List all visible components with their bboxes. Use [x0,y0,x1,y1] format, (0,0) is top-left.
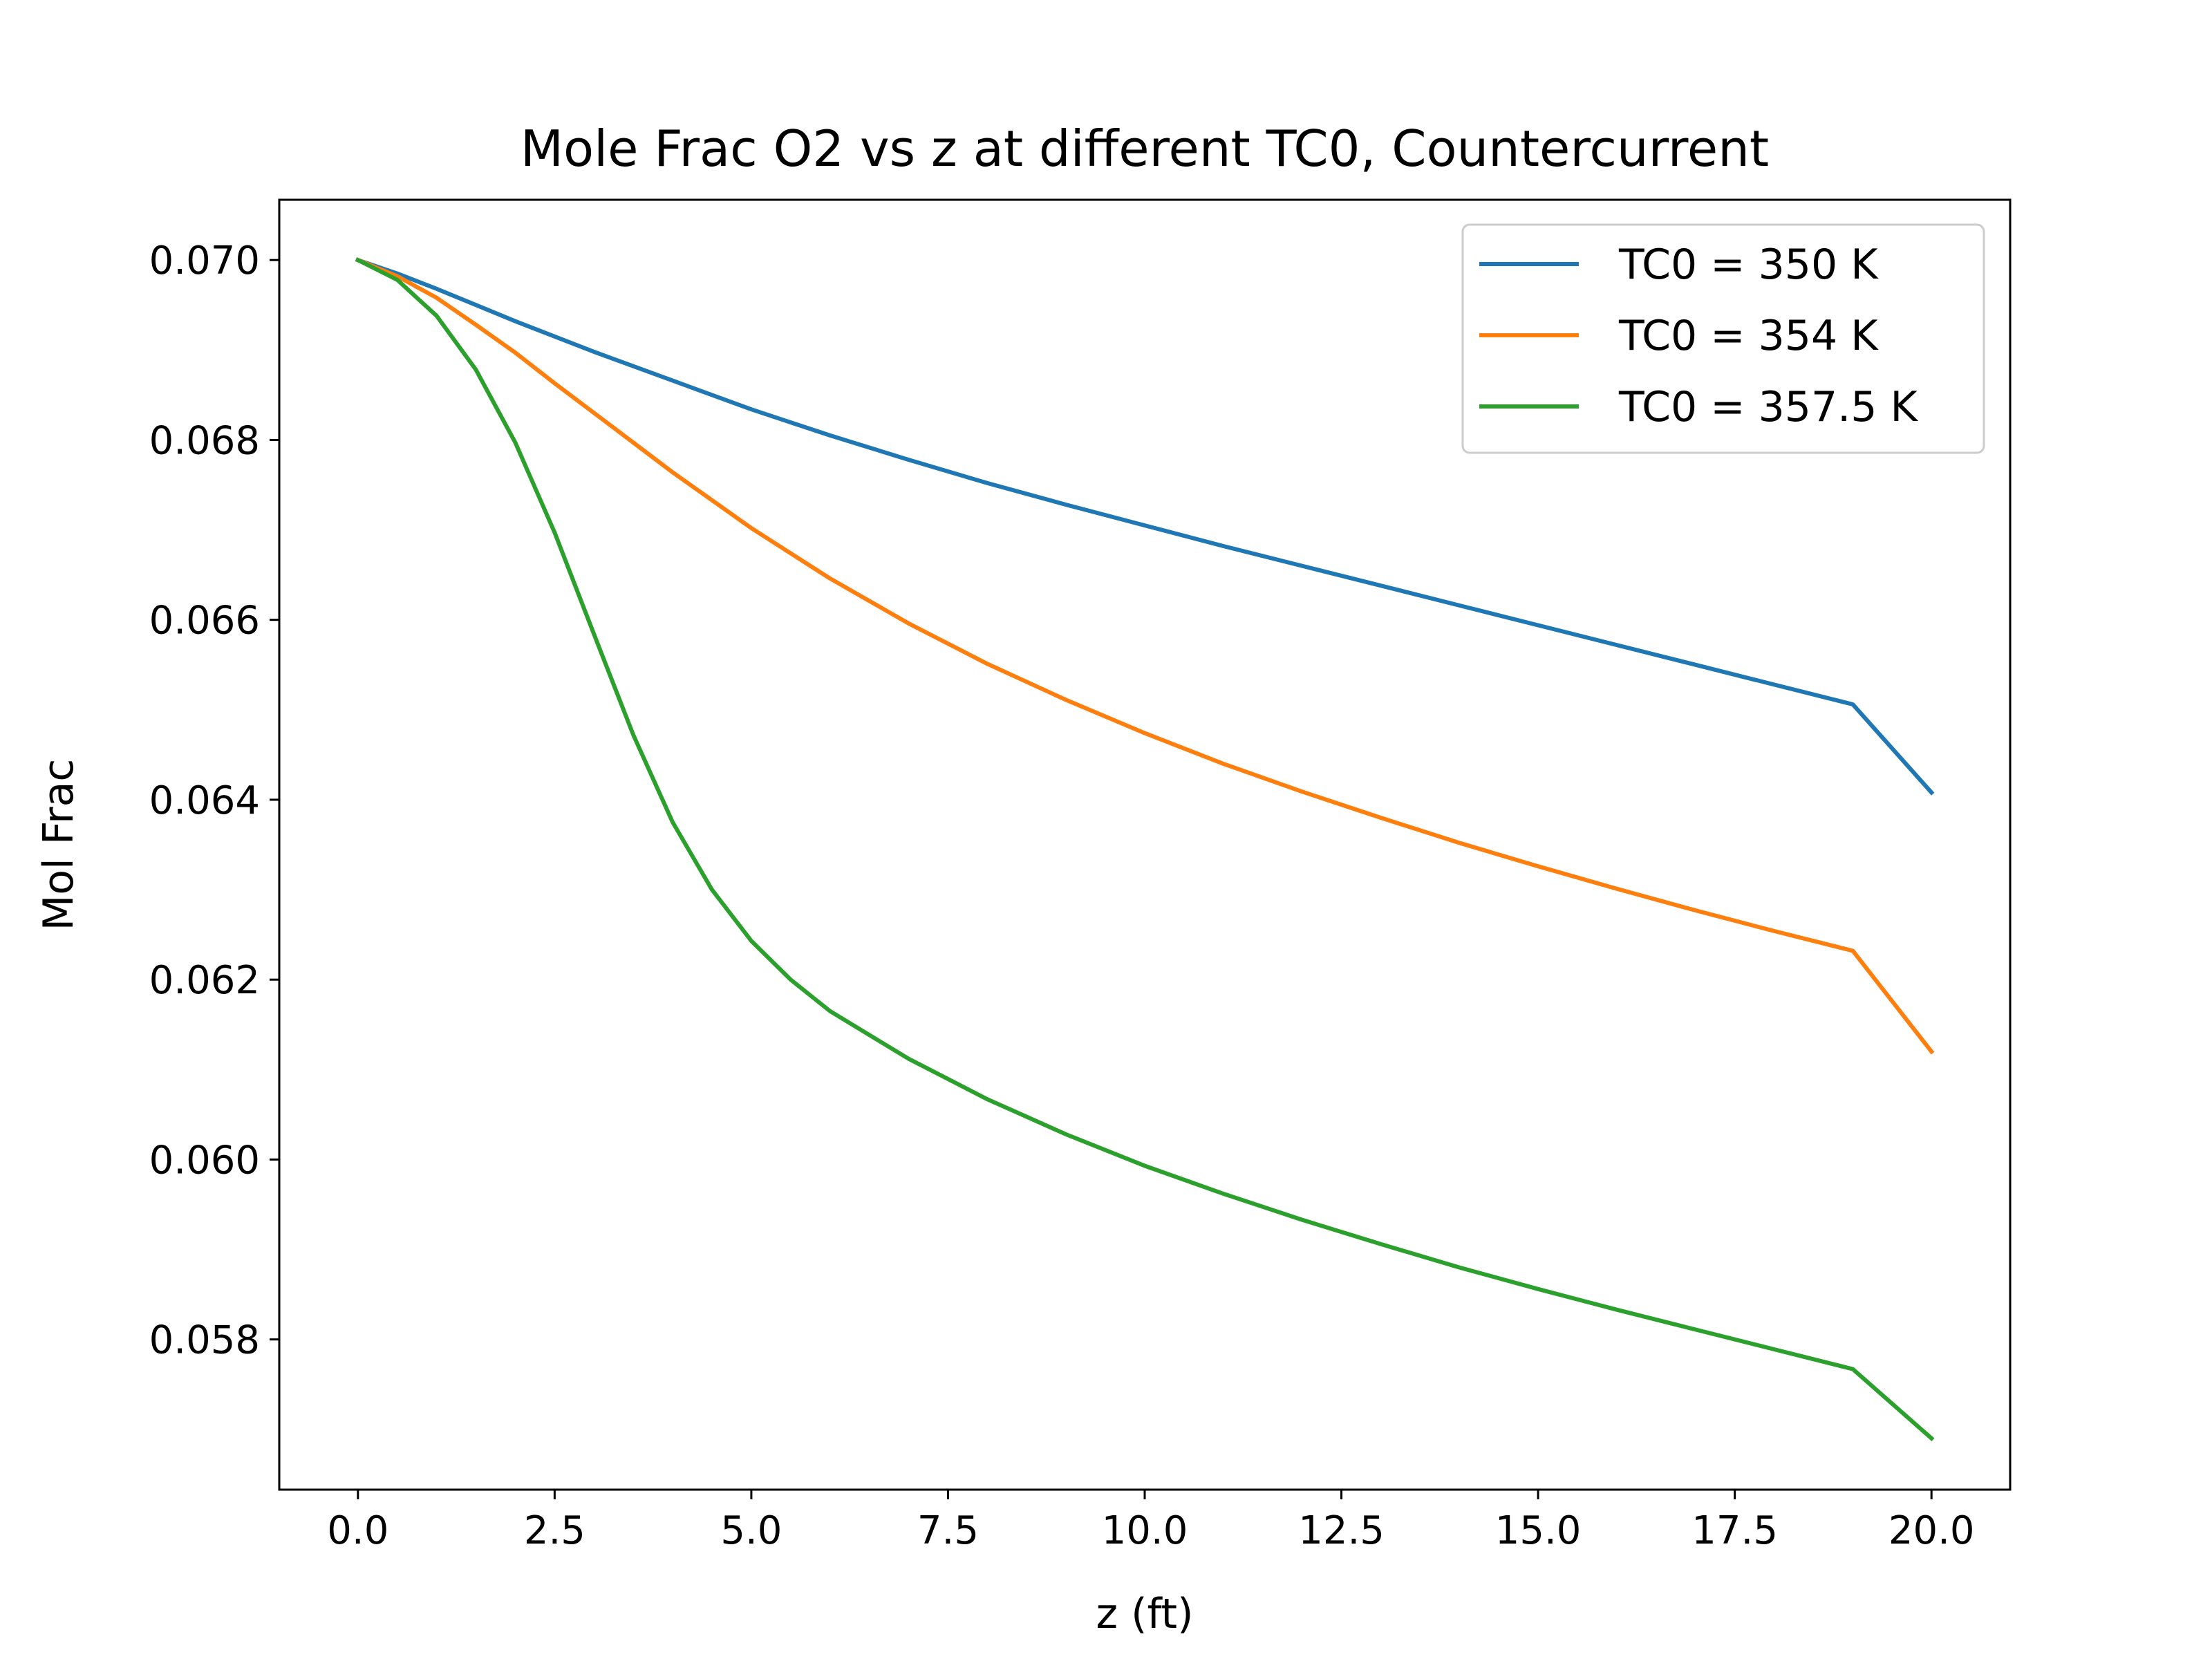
y-tick-label: 0.068 [149,418,260,463]
x-axis: 0.0 2.5 5.0 7.5 10.0 12.5 15.0 17.5 20.0 [327,1490,1975,1553]
series-lines [355,257,1935,1442]
y-axis-label: Mol Frac [35,759,83,931]
series-line-3 [355,257,1935,1442]
x-tick-label: 20.0 [1888,1508,1975,1553]
x-tick-label: 10.0 [1102,1508,1188,1553]
legend-label-3: TC0 = 357.5 K [1618,383,1918,431]
legend-label-1: TC0 = 350 K [1618,241,1879,289]
legend-label-2: TC0 = 354 K [1618,312,1879,360]
legend: TC0 = 350 K TC0 = 354 K TC0 = 357.5 K [1461,223,1985,454]
y-tick-label: 0.058 [149,1318,260,1363]
legend-items: TC0 = 350 K TC0 = 354 K TC0 = 357.5 K [1479,241,1918,431]
chart-title: Mole Frac O2 vs z at different TC0, Coun… [521,120,1769,178]
series-line-2 [355,257,1935,1055]
x-tick-label: 17.5 [1691,1508,1778,1553]
x-tick-label: 2.5 [524,1508,585,1553]
x-tick-label: 15.0 [1495,1508,1582,1553]
x-tick-label: 5.0 [720,1508,782,1553]
y-tick-label: 0.066 [149,599,260,644]
y-axis: 0.058 0.060 0.062 0.064 0.066 0.068 0.070 [149,238,279,1363]
plot-area [278,198,2012,1491]
series-line-1 [355,257,1935,796]
y-tick-label: 0.070 [149,238,260,283]
x-tick-label: 12.5 [1298,1508,1385,1553]
legend-frame [1461,223,1985,454]
x-tick-label: 0.0 [327,1508,388,1553]
x-tick-label: 7.5 [917,1508,979,1553]
y-tick-label: 0.062 [149,958,260,1003]
y-tick-label: 0.060 [149,1138,260,1183]
x-axis-label: z (ft) [1096,1590,1194,1638]
y-tick-label: 0.064 [149,778,260,823]
